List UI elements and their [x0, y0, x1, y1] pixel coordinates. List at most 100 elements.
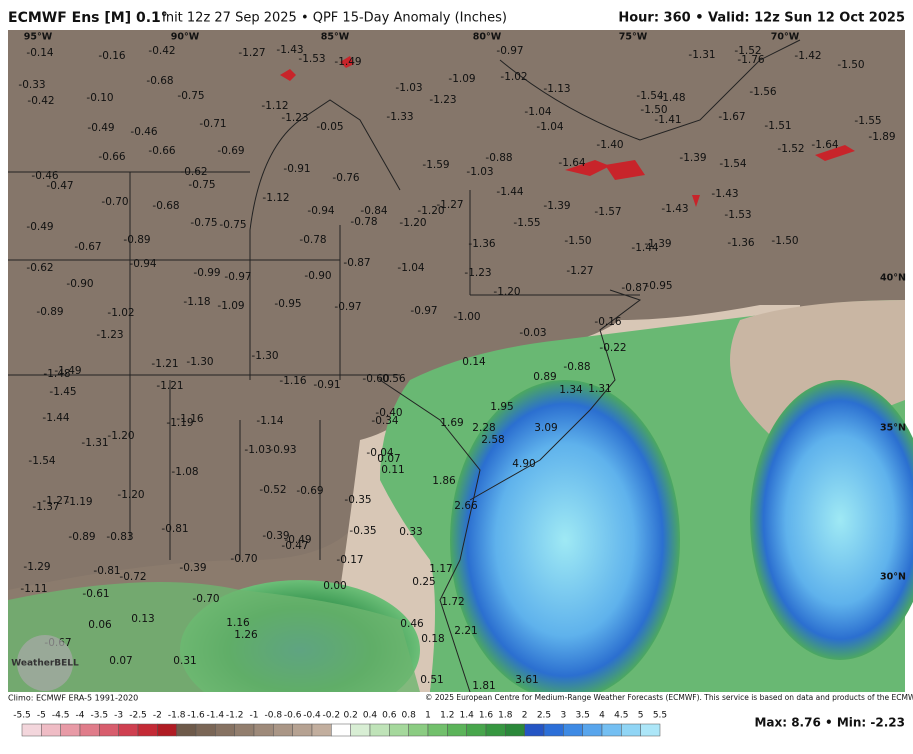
header-bar — [0, 0, 913, 30]
value-label: -0.97 — [410, 305, 437, 317]
value-label: -0.68 — [152, 200, 179, 212]
value-label: -1.09 — [448, 73, 475, 85]
colorbar-tick: 4 — [599, 711, 605, 721]
value-label: 0.51 — [420, 674, 443, 686]
value-label: -0.61 — [82, 588, 109, 600]
colorbar-tick: 1 — [425, 711, 431, 721]
graticule-label: 90°W — [171, 32, 200, 43]
value-label: -1.03 — [244, 444, 271, 456]
value-label: -1.09 — [217, 300, 244, 312]
value-label: -1.19 — [65, 496, 92, 508]
value-label: 0.14 — [462, 356, 486, 368]
value-label: -1.67 — [718, 111, 745, 123]
colorbar-swatch — [195, 723, 216, 737]
value-label: -1.04 — [524, 106, 551, 118]
value-label: 2.58 — [481, 434, 504, 446]
graticule-label: 30°N — [880, 572, 906, 583]
value-label: -0.97 — [224, 271, 251, 283]
wet-core-east — [750, 380, 913, 660]
value-label: -0.81 — [93, 565, 120, 577]
value-label: -0.69 — [296, 485, 323, 497]
value-label: 0.13 — [131, 613, 154, 625]
value-label: 4.90 — [512, 458, 535, 470]
value-label: -1.04 — [536, 121, 563, 133]
wet-core — [450, 380, 680, 700]
value-label: -0.88 — [563, 361, 590, 373]
value-label: -0.03 — [519, 327, 546, 339]
gulf-green — [8, 582, 420, 692]
value-label: -1.39 — [543, 200, 570, 212]
colorbar-tick: -0.6 — [284, 711, 302, 721]
value-label: -1.49 — [54, 365, 81, 377]
value-label: -1.39 — [679, 152, 706, 164]
colorbar-swatch — [427, 723, 448, 737]
colorbar-tick: -0.4 — [303, 711, 321, 721]
colorbar-tick: -2 — [153, 711, 162, 721]
value-label: -0.42 — [27, 95, 54, 107]
value-label: 1.95 — [490, 401, 513, 413]
colorbar-tick: -4 — [76, 711, 85, 721]
value-label: -1.56 — [749, 86, 776, 98]
value-label: -1.44 — [496, 186, 523, 198]
value-label: -0.66 — [148, 145, 175, 157]
colorbar-swatch — [273, 723, 293, 737]
value-label: -1.48 — [658, 92, 685, 104]
value-label: -0.76 — [332, 172, 359, 184]
value-label: 1.81 — [472, 680, 495, 692]
colorbar-swatch — [118, 723, 139, 737]
colorbar-tick: 0.2 — [344, 711, 358, 721]
value-label: -0.10 — [86, 92, 113, 104]
value-label: -0.52 — [259, 484, 286, 496]
colorbar-tick: -1.6 — [187, 711, 205, 721]
value-label: -0.75 — [177, 90, 204, 102]
colorbar-tick: -3 — [114, 711, 123, 721]
graticule-label: 35°N — [880, 423, 906, 434]
colorbar-swatch — [640, 723, 661, 737]
value-label: -1.50 — [564, 235, 591, 247]
value-label: -0.91 — [313, 379, 340, 391]
value-label: -1.29 — [23, 561, 50, 573]
value-label: 0.18 — [421, 633, 444, 645]
colorbar-tick: -5.5 — [13, 711, 31, 721]
value-label: -0.49 — [26, 221, 53, 233]
value-label: -0.78 — [350, 216, 377, 228]
colorbar-swatch — [79, 723, 100, 737]
value-label: 1.17 — [429, 563, 452, 575]
colorbar-tick: 0.4 — [363, 711, 378, 721]
colorbar-tick: 0.8 — [402, 711, 417, 721]
value-label: -1.08 — [171, 466, 198, 478]
colorbar-tick: 0.6 — [382, 711, 397, 721]
heavy-dry-spots — [280, 56, 855, 207]
value-label: -0.87 — [343, 257, 370, 269]
colorbar-tick: 2.5 — [537, 711, 551, 721]
value-label: -1.40 — [596, 139, 623, 151]
value-label: 0.06 — [88, 619, 112, 631]
value-label: -0.95 — [645, 280, 672, 292]
value-labels: -0.14 -0.16 -0.42 -1.27 -1.43-1.53 -1.49-0.97… — [18, 44, 895, 692]
colorbar-swatch — [60, 723, 81, 737]
value-label: -1.37 — [32, 501, 59, 513]
value-label: -1.39 — [644, 238, 671, 250]
value-label: -1.45 — [49, 386, 76, 398]
value-label: -1.30 — [251, 350, 278, 362]
value-label: -1.49 — [334, 56, 361, 68]
colorbar-tick: 5 — [638, 711, 644, 721]
value-label: -0.17 — [336, 554, 363, 566]
colorbar-swatch — [215, 723, 235, 737]
value-label: -0.89 — [123, 234, 150, 246]
value-label: -0.97 — [334, 301, 361, 313]
value-label: -1.54 — [719, 158, 746, 170]
colorbar-tick: -3.5 — [91, 711, 109, 721]
value-label: -1.16 — [279, 375, 306, 387]
value-label: -1.23 — [429, 94, 456, 106]
colorbar-swatch — [311, 723, 332, 737]
value-label: -1.43 — [661, 203, 688, 215]
value-label: -1.54 — [636, 90, 663, 102]
value-label: -1.04 — [397, 262, 424, 274]
colorbar-swatch — [331, 723, 351, 737]
value-label: -0.35 — [349, 525, 376, 537]
value-label: -1.44 — [42, 412, 69, 424]
value-label: -0.46 — [31, 170, 58, 182]
colorbar-tick: -4.5 — [52, 711, 70, 721]
